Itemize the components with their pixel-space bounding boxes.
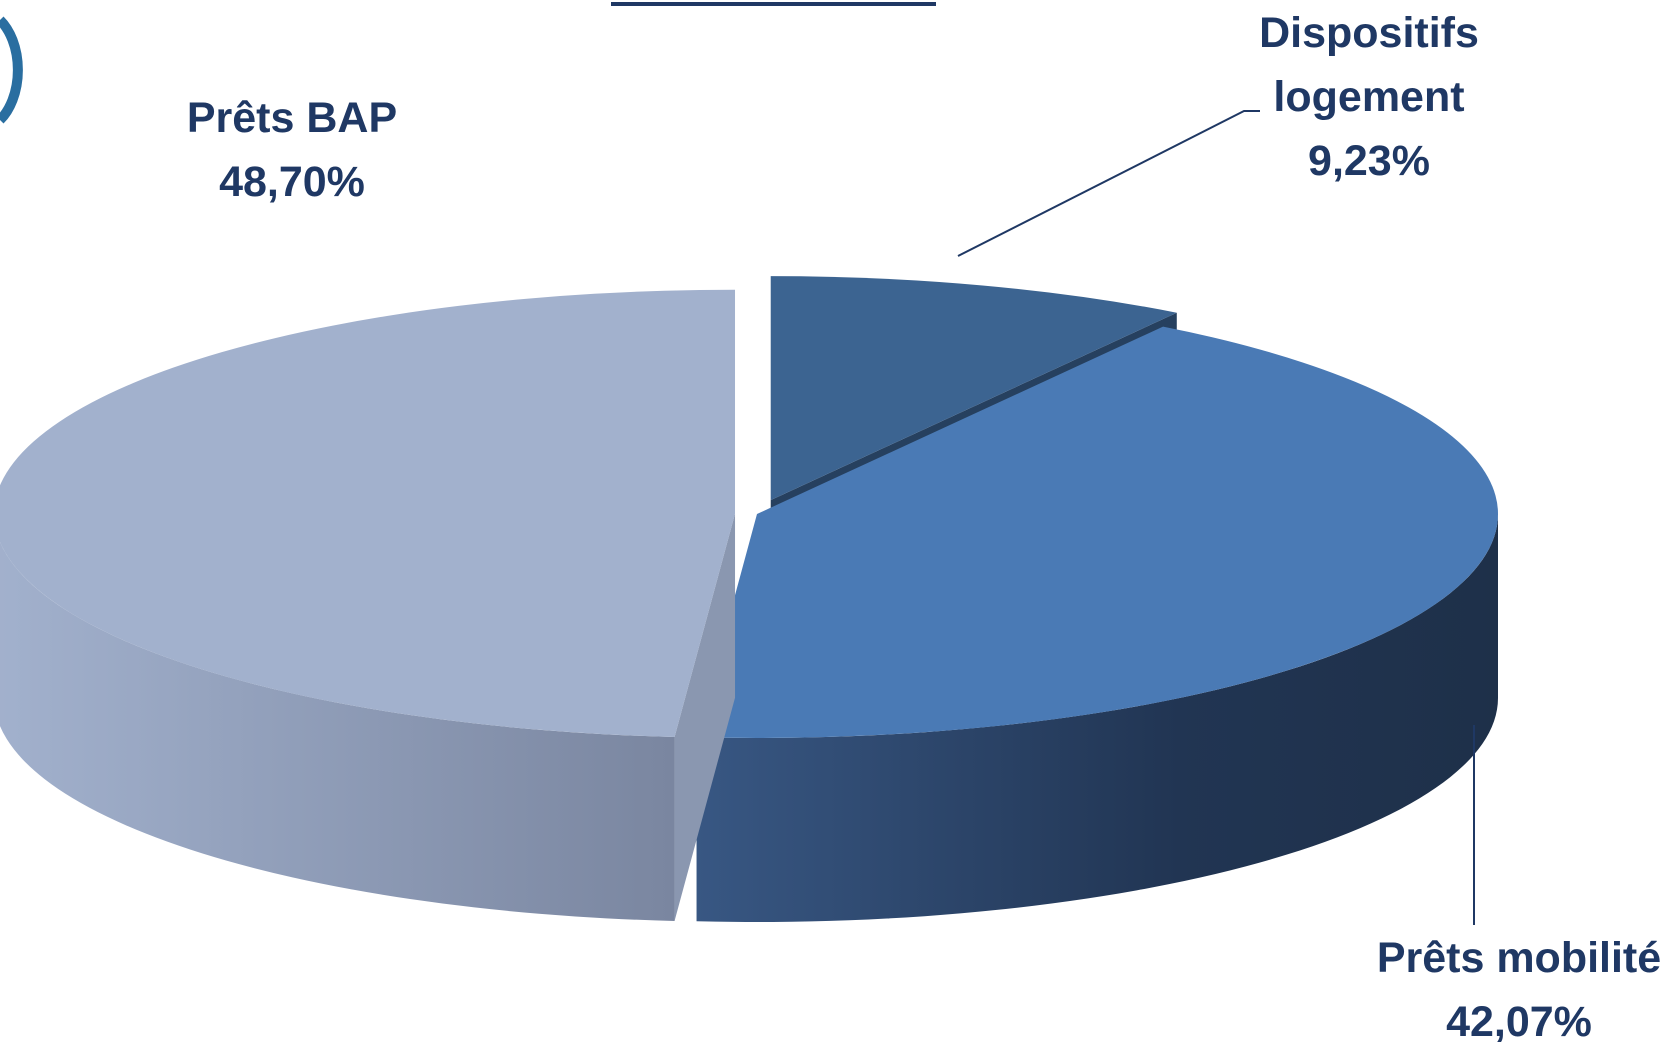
slice [0, 289, 736, 737]
category-label: Dispositifs logement [1259, 9, 1479, 121]
slice [696, 326, 1498, 739]
slice-face [674, 513, 736, 921]
category-label: Prêts mobilité [1376, 934, 1662, 982]
logo-fragment [0, 16, 23, 124]
slice-side [696, 514, 1498, 922]
leader-line [957, 110, 1260, 257]
category-label: Prêts BAP [186, 94, 398, 142]
value-label: 42,07% [1446, 998, 1592, 1042]
value-label: 9,23% [1308, 137, 1430, 185]
slice-label: Dispositifs logement 9,23% [1239, 1, 1499, 193]
slice [770, 276, 1177, 501]
slice-side [0, 542, 675, 921]
value-label: 48,70% [219, 158, 365, 206]
slice-label: Prêts BAP 48,70% [142, 86, 442, 214]
slice-label: Prêts mobilité 42,07% [1319, 926, 1677, 1042]
